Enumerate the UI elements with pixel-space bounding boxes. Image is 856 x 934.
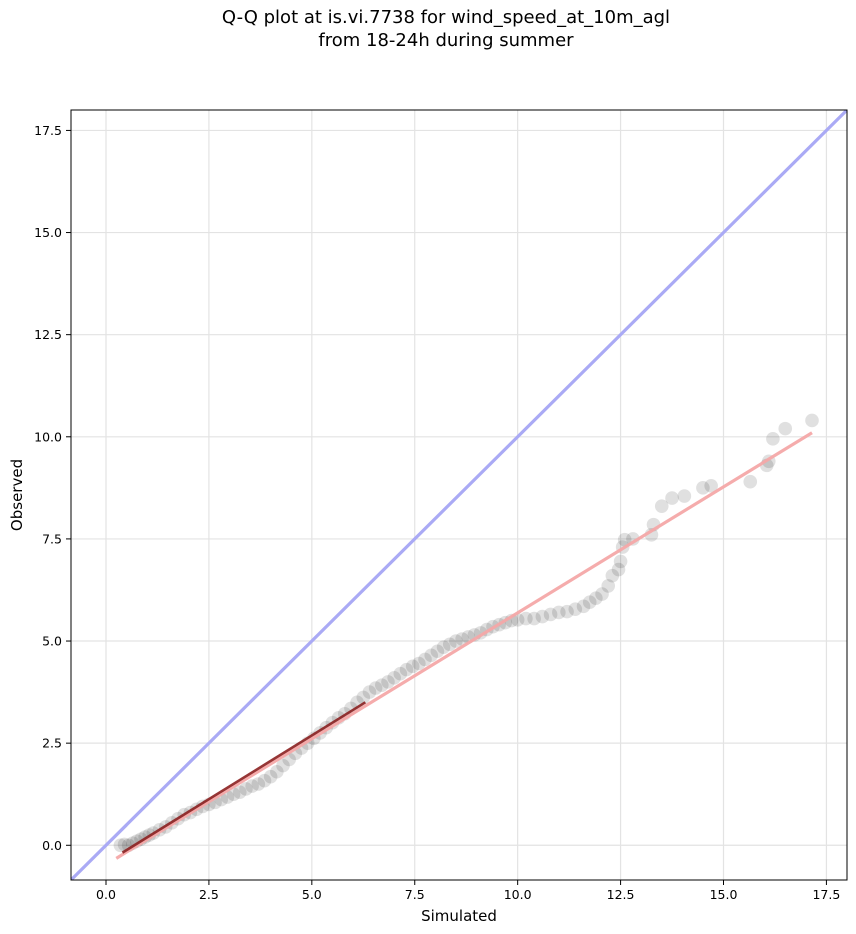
- data-point: [805, 413, 819, 428]
- data-point: [704, 479, 718, 493]
- data-point: [393, 666, 408, 681]
- data-point: [418, 652, 432, 667]
- data-point: [696, 481, 710, 495]
- y-tick-label: 7.5: [42, 531, 62, 546]
- data-point: [576, 599, 591, 614]
- x-tick-label: 10.0: [504, 887, 532, 902]
- data-point: [399, 662, 414, 677]
- x-tick-label: 12.5: [607, 887, 635, 902]
- x-axis-label: Simulated: [421, 907, 497, 925]
- x-tick-label: 17.5: [812, 887, 840, 902]
- data-point: [778, 421, 793, 436]
- data-point: [605, 568, 620, 583]
- regression-line: [115, 431, 813, 860]
- data-point: [519, 611, 533, 626]
- data-point: [375, 678, 389, 692]
- data-point: [263, 769, 278, 784]
- data-point: [677, 489, 692, 503]
- data-point: [535, 609, 550, 624]
- data-point: [743, 474, 758, 489]
- regression-line-overlap: [121, 701, 367, 854]
- y-tick-label: 15.0: [34, 225, 62, 240]
- data-point: [442, 637, 457, 652]
- data-point: [543, 607, 558, 622]
- data-point: [527, 611, 541, 626]
- data-point: [276, 758, 290, 773]
- data-point: [595, 587, 609, 601]
- data-point: [270, 764, 284, 779]
- data-point: [226, 787, 241, 802]
- data-point: [381, 675, 395, 689]
- data-point: [232, 785, 247, 799]
- data-point: [424, 648, 439, 663]
- data-point: [589, 591, 603, 605]
- data-point: [560, 604, 574, 619]
- y-tick-label: 0.0: [42, 838, 62, 853]
- data-point: [611, 562, 626, 577]
- chart-title-line2: from 18-24h during summer: [318, 30, 574, 51]
- data-point: [239, 782, 253, 796]
- data-point: [430, 644, 445, 659]
- data-point: [257, 773, 272, 788]
- data-point: [356, 690, 371, 705]
- data-point: [449, 634, 463, 648]
- y-tick-label: 17.5: [34, 123, 62, 138]
- x-tick-label: 5.0: [302, 887, 322, 902]
- y-tick-label: 12.5: [34, 327, 62, 342]
- chart-title-line1: Q-Q plot at is.vi.7738 for wind_speed_at…: [221, 7, 671, 28]
- y-tick-label: 2.5: [42, 736, 62, 751]
- chart-title: Q-Q plot at is.vi.7738 for wind_speed_at…: [0, 6, 856, 52]
- data-point: [368, 681, 383, 695]
- data-point: [436, 640, 451, 654]
- data-point: [654, 499, 669, 514]
- data-point: [582, 595, 597, 610]
- data-point: [251, 777, 266, 791]
- x-tick-label: 15.0: [710, 887, 738, 902]
- grid-lines: [71, 110, 847, 880]
- data-point: [245, 779, 259, 793]
- y-tick-label: 5.0: [42, 634, 62, 649]
- data-point: [387, 670, 401, 685]
- data-point: [113, 838, 128, 853]
- data-point: [601, 579, 616, 593]
- data-point: [766, 432, 780, 446]
- data-point: [626, 532, 640, 546]
- y-tick-label: 10.0: [34, 429, 62, 444]
- data-point: [455, 632, 469, 646]
- data-point: [617, 532, 632, 547]
- data-points: [113, 413, 819, 853]
- data-point: [362, 685, 377, 699]
- y-axis-label: Observed: [8, 459, 26, 531]
- y-axis-ticks: 0.0 2.5 5.0 7.5 10.0 12.5 15.0 17.5: [34, 123, 71, 853]
- data-point: [552, 605, 566, 620]
- identity-line: [71, 110, 847, 880]
- x-tick-label: 7.5: [405, 887, 425, 902]
- data-point: [412, 656, 426, 671]
- data-point: [665, 491, 679, 505]
- plot-frame: [70, 109, 848, 881]
- x-axis-ticks: 0.0 2.5 5.0 7.5 10.0 12.5 15.0 17.5: [96, 880, 840, 902]
- data-point: [613, 554, 628, 569]
- data-point: [568, 602, 583, 616]
- x-tick-label: 0.0: [96, 887, 116, 902]
- x-tick-label: 2.5: [199, 887, 219, 902]
- data-point: [405, 659, 420, 674]
